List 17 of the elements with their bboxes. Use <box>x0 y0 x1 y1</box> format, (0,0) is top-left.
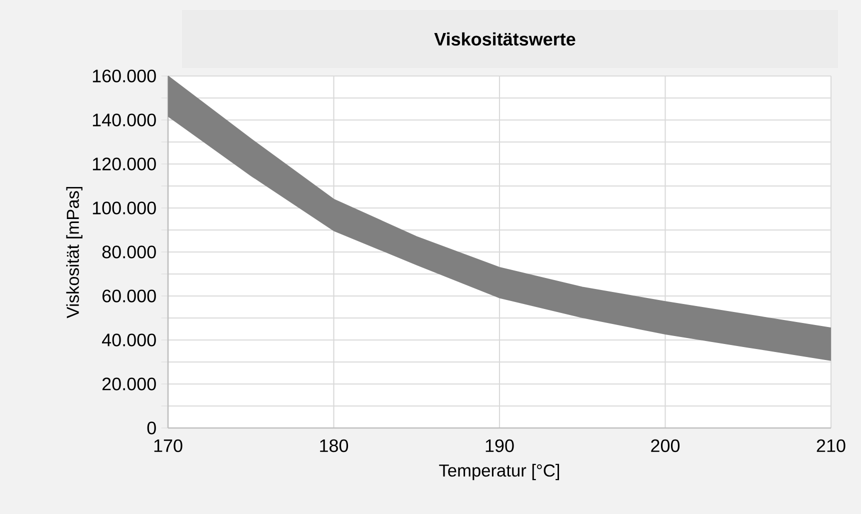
y-tick-label: 100.000 <box>92 202 156 214</box>
x-tick-label: 170 <box>154 439 182 452</box>
y-tick-label: 120.000 <box>92 158 156 170</box>
chart-title: Viskositätswerte <box>434 32 576 46</box>
x-tick-label: 190 <box>486 439 514 452</box>
y-tick-label: 160.000 <box>92 70 156 82</box>
x-tick-label: 210 <box>816 439 846 452</box>
y-tick-label: 0 <box>147 422 156 434</box>
y-tick-label: 20.000 <box>102 378 156 390</box>
y-tick-label: 140.000 <box>92 114 156 126</box>
x-axis-title: Temperatur [°C] <box>439 464 560 480</box>
y-tick-label: 80.000 <box>102 246 156 258</box>
x-tick-label: 180 <box>320 439 348 452</box>
y-tick-label: 60.000 <box>102 290 156 302</box>
x-tick-label: 200 <box>651 439 680 452</box>
y-axis-title: Viskosität [mPas] <box>66 186 82 318</box>
y-tick-label: 40.000 <box>102 334 156 346</box>
